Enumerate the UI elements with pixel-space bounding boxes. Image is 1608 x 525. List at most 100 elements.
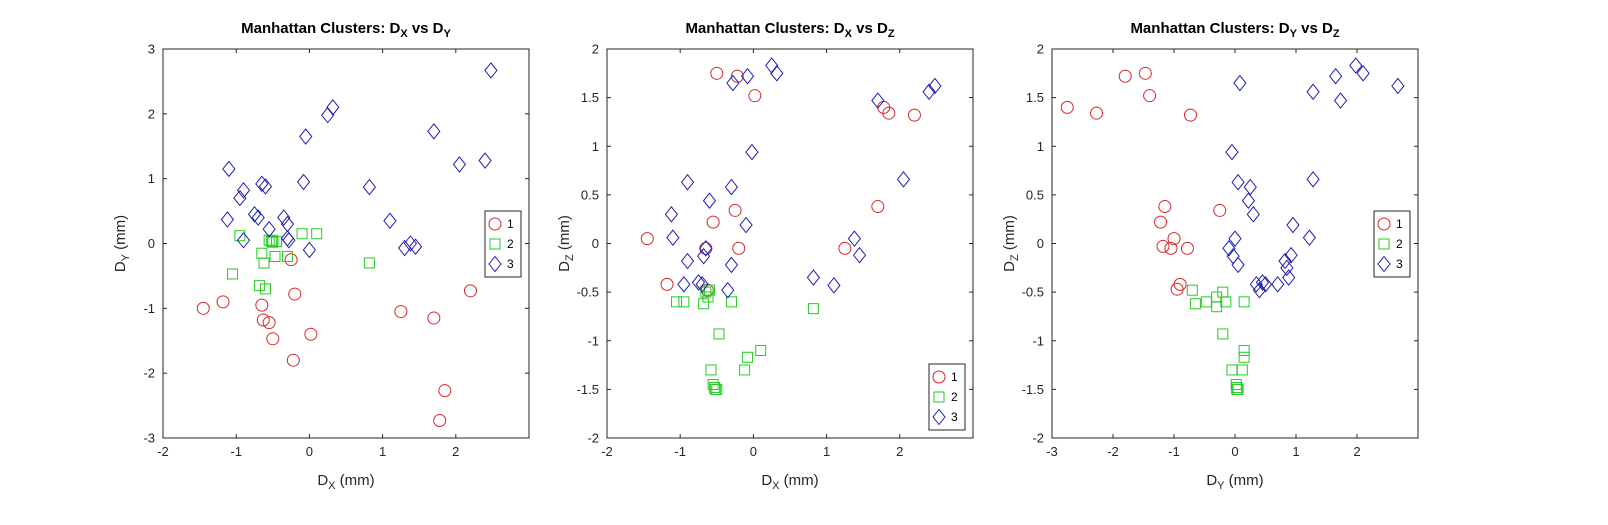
data-point (1302, 229, 1317, 246)
data-point (1391, 77, 1405, 95)
title-part: vs D (1297, 20, 1333, 37)
y-tick-label: -1.5 (1022, 382, 1044, 397)
data-point (695, 276, 709, 293)
data-point (755, 344, 767, 356)
y-tick-label: 2 (592, 42, 599, 57)
chart-title: Manhattan Clusters: DX vs DY (241, 20, 451, 40)
axes-frame (1051, 48, 1419, 439)
data-point (838, 241, 852, 255)
data-point (1213, 203, 1227, 217)
data-point (827, 277, 841, 294)
data-point (1241, 192, 1256, 210)
y-label-base: D (112, 261, 129, 272)
data-point (726, 74, 740, 92)
title-part: Manhattan Clusters: D (241, 20, 400, 37)
y-tick-label: 2 (1037, 42, 1044, 57)
data-point (896, 171, 911, 188)
data-point (1280, 259, 1294, 277)
data-point (433, 413, 447, 427)
data-point (286, 353, 300, 367)
legend: 1 2 3 (928, 363, 966, 431)
subplot-3: -3 -2 -1 0 1 2-2-1.5-1-0.500.511.52Manhattan … (1001, 20, 1419, 492)
data-point (258, 178, 273, 195)
x-tick-label: -2 (601, 444, 613, 459)
x-axis-label: DX (mm) (317, 472, 374, 492)
legend-label-1: 1 (507, 217, 514, 231)
x-tick-label: -1 (674, 444, 686, 459)
legend: 1 2 3 (484, 210, 522, 278)
data-point (1238, 296, 1250, 308)
data-point (698, 298, 710, 310)
data-point (922, 83, 936, 101)
data-point (1271, 276, 1285, 293)
x-label-base: D (1206, 472, 1217, 489)
y-axis-label: DZ (mm) (1001, 215, 1021, 272)
data-point (745, 143, 759, 161)
chart-title: Manhattan Clusters: DY vs DZ (1130, 20, 1339, 40)
legend-marker-1 (932, 370, 946, 384)
data-point (1180, 241, 1194, 255)
x-tick-label: -2 (1107, 444, 1119, 459)
data-point (728, 203, 742, 217)
y-label-unit: (mm) (556, 215, 573, 254)
data-point (1232, 383, 1244, 395)
data-point (427, 311, 441, 325)
data-point (732, 241, 746, 255)
data-point (1255, 274, 1270, 291)
data-point (383, 212, 397, 230)
y-tick-label: 0 (1037, 236, 1044, 251)
data-point (1231, 256, 1245, 274)
series-2 (671, 284, 819, 395)
data-point (1154, 215, 1168, 229)
y-tick-label: -0.5 (577, 285, 599, 300)
series-1 (1060, 66, 1227, 296)
y-tick-label: 1 (1037, 139, 1044, 154)
series-2 (227, 228, 375, 295)
data-point (847, 230, 862, 247)
legend-label-3: 3 (951, 410, 958, 424)
data-point (1225, 143, 1239, 161)
data-point (713, 328, 725, 340)
data-point (770, 65, 784, 82)
data-point (706, 215, 720, 229)
data-point (710, 66, 724, 80)
data-point (267, 234, 279, 246)
title-part: Manhattan Clusters: D (685, 20, 844, 37)
data-point (691, 274, 706, 291)
data-point (1186, 284, 1198, 296)
data-point (705, 364, 717, 376)
y-tick-label: -1 (587, 333, 599, 348)
data-point (397, 239, 412, 257)
y-tick-label: -1 (1032, 333, 1044, 348)
data-point (302, 241, 317, 259)
data-point (702, 192, 717, 210)
y-tick-label: 0 (592, 236, 599, 251)
y-tick-label: -3 (143, 431, 155, 446)
y-tick-label: 1 (148, 171, 155, 186)
y-label-base: D (1001, 261, 1018, 272)
data-point (1282, 269, 1296, 286)
data-point (640, 232, 654, 246)
data-point (1333, 92, 1348, 109)
legend-label-3: 3 (1396, 257, 1403, 271)
data-point (321, 106, 335, 124)
data-point (660, 277, 674, 291)
data-point (438, 384, 452, 398)
data-point (452, 156, 467, 173)
data-point (1236, 364, 1248, 376)
title-subscript: Y (1290, 28, 1298, 40)
x-label-subscript: X (328, 480, 336, 492)
data-point (1060, 100, 1074, 114)
data-point (882, 106, 896, 120)
data-point (806, 269, 821, 286)
data-point (262, 220, 276, 238)
y-axis-label: DY (mm) (112, 215, 132, 272)
x-label-unit: (mm) (780, 472, 819, 489)
data-point (270, 236, 282, 248)
data-point (1278, 252, 1292, 270)
x-tick-label: 2 (896, 444, 903, 459)
x-label-unit: (mm) (336, 472, 375, 489)
data-point (678, 296, 690, 308)
legend-marker-1 (488, 217, 502, 231)
